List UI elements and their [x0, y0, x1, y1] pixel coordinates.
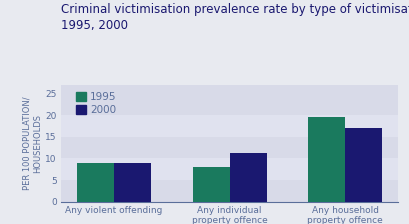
Bar [61, 94, 397, 115]
Bar [114, 163, 151, 202]
Bar [61, 115, 397, 137]
Bar [61, 158, 397, 180]
Bar [76, 163, 114, 202]
Bar [229, 153, 266, 202]
Text: Criminal victimisation prevalence rate by type of victimisation,
1995, 2000: Criminal victimisation prevalence rate b… [61, 3, 409, 32]
Bar [192, 167, 229, 202]
Y-axis label: PER 100 POPULATION/
HOUSEHOLDS: PER 100 POPULATION/ HOUSEHOLDS [22, 97, 42, 190]
Bar [344, 128, 382, 202]
Bar [308, 117, 344, 202]
Bar [61, 137, 397, 158]
Bar [61, 180, 397, 202]
Legend: 1995, 2000: 1995, 2000 [73, 90, 118, 117]
